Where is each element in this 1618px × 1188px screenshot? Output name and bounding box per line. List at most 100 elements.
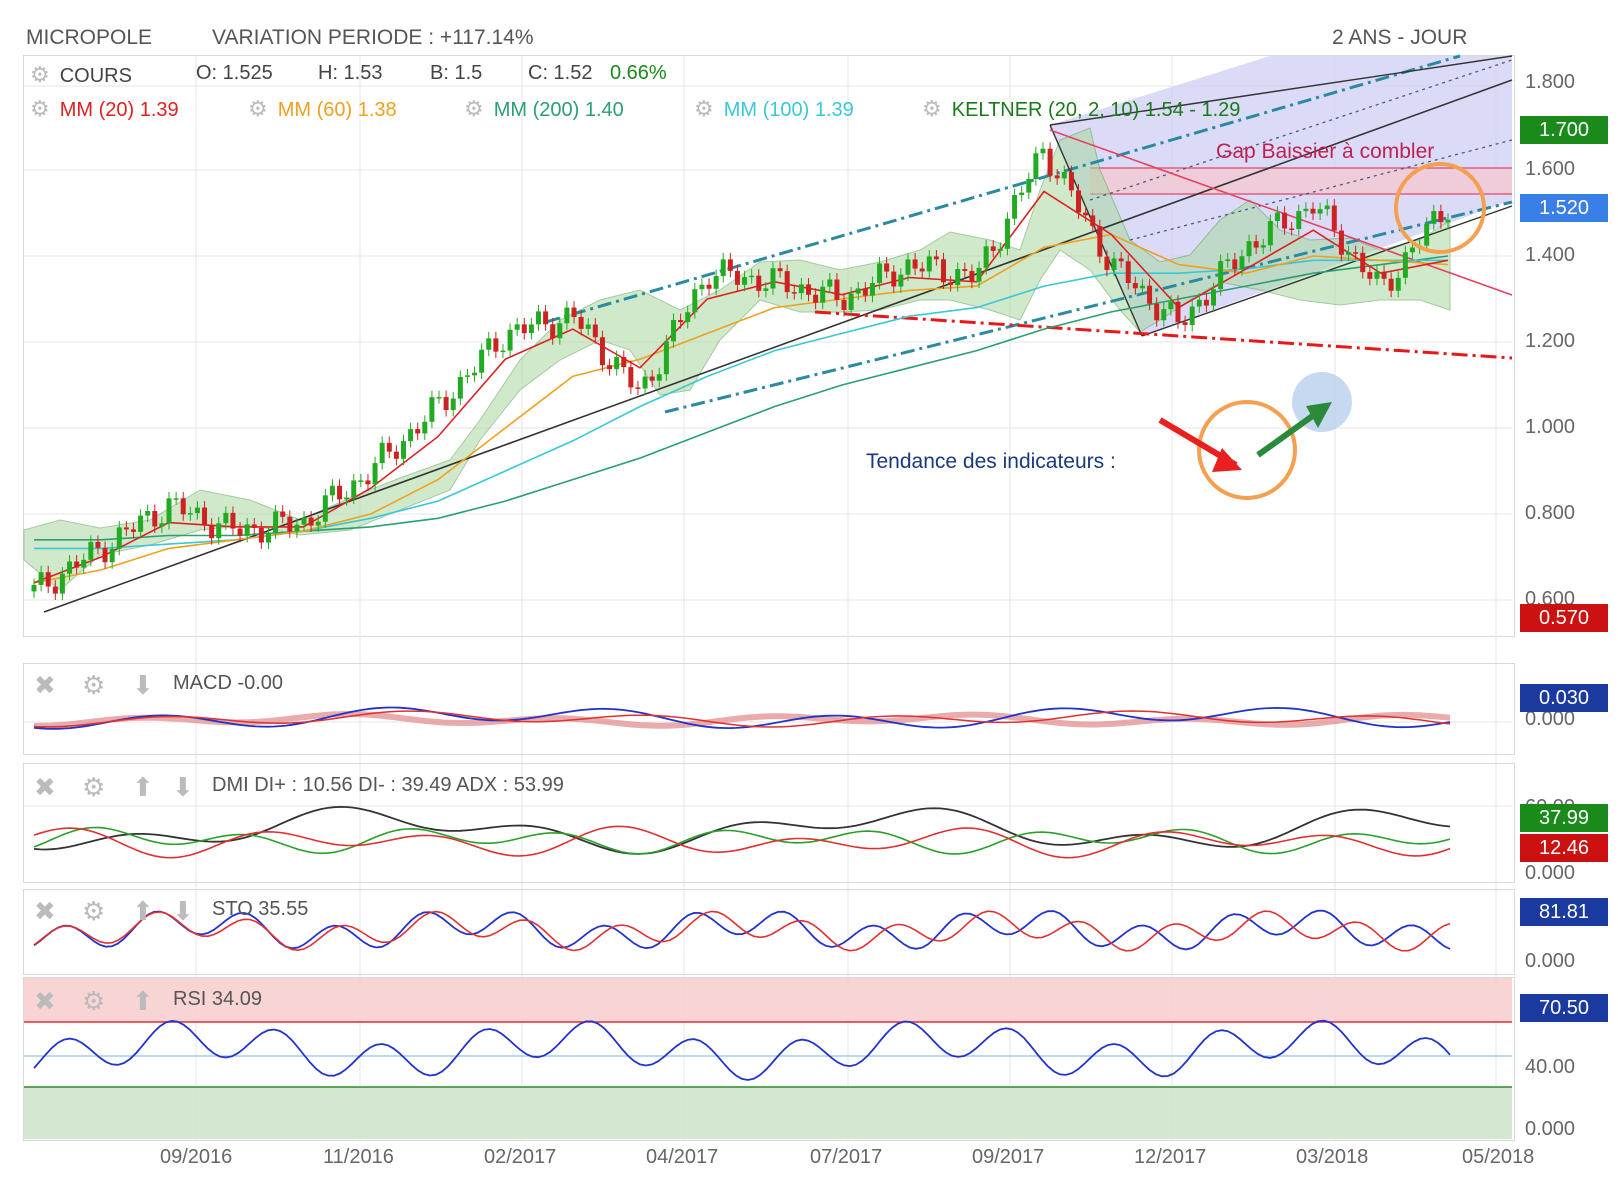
gear-icon[interactable]: ⚙ — [82, 670, 106, 700]
gap-annotation: Gap Baissier à combler — [1216, 140, 1435, 163]
candle-body — [1225, 259, 1231, 262]
candle-body — [450, 398, 456, 411]
candle-body — [720, 259, 726, 277]
candle-body — [1232, 259, 1238, 270]
gear-icon[interactable]: ⚙ — [82, 896, 106, 926]
y-tick-1400: 1.400 — [1525, 244, 1576, 266]
gear-icon[interactable]: ⚙ — [82, 986, 106, 1016]
gear-icon[interactable]: ⚙ — [464, 96, 484, 121]
rsi-tick-mid: 40.00 — [1525, 1056, 1576, 1078]
arrow-down-icon[interactable]: ⬇ — [172, 896, 194, 926]
candle-body — [607, 365, 613, 370]
candle-body — [209, 524, 215, 539]
candle-body — [194, 507, 200, 514]
candle-body — [990, 246, 996, 251]
dmi-content — [24, 805, 1512, 859]
candle-body — [493, 338, 499, 352]
y-tick-1800: 1.800 — [1525, 71, 1576, 93]
candle-body — [1267, 221, 1273, 246]
candle-body — [500, 350, 506, 353]
candle-body — [969, 270, 975, 282]
gear-icon[interactable]: ⚙ — [30, 62, 50, 87]
candle-body — [379, 442, 385, 464]
candle-body — [52, 586, 58, 594]
candle-body — [578, 317, 584, 329]
arrow-up-icon[interactable]: ⬆ — [132, 896, 154, 926]
candle-body — [557, 323, 563, 339]
close-icon[interactable]: ✖ — [34, 986, 56, 1016]
rsi-tick-bottom: 0.000 — [1525, 1118, 1576, 1140]
gear-icon[interactable]: ⚙ — [694, 96, 714, 121]
candle-body — [535, 311, 541, 325]
legend-high: H: 1.53 — [318, 62, 383, 84]
candle-body — [884, 263, 890, 272]
candle-body — [962, 269, 968, 271]
candle-body — [599, 337, 605, 366]
arrow-up-icon[interactable]: ⬆ — [132, 772, 154, 802]
candle-body — [663, 341, 669, 375]
candle-body — [1388, 278, 1394, 291]
candle-body — [1189, 306, 1195, 325]
candle-body — [1324, 205, 1330, 210]
candle-body — [1012, 195, 1018, 219]
candle-body — [187, 513, 193, 515]
gear-icon[interactable]: ⚙ — [922, 96, 942, 121]
candle-body — [344, 497, 350, 500]
candle-body — [1260, 245, 1266, 248]
gear-icon[interactable]: ⚙ — [82, 772, 106, 802]
candle-body — [1076, 190, 1082, 213]
candle-body — [429, 397, 435, 422]
candle-body — [784, 271, 790, 293]
candle-body — [834, 279, 840, 300]
candle-body — [216, 523, 222, 539]
red-resistance — [1049, 129, 1513, 296]
candle-body — [31, 584, 37, 592]
candle-body — [1004, 218, 1010, 249]
candle-body — [692, 289, 698, 313]
candle-body — [486, 338, 492, 350]
arrow-down-icon[interactable]: ⬇ — [132, 670, 154, 700]
candle-body — [585, 324, 591, 329]
candle-body — [1026, 178, 1032, 193]
candle-body — [95, 541, 101, 548]
price-candles — [31, 142, 1451, 601]
candle-body — [88, 541, 94, 560]
candle-body — [400, 441, 406, 459]
close-icon[interactable]: ✖ — [34, 670, 56, 700]
period-selector[interactable]: 2 ANS - JOUR — [1332, 26, 1468, 49]
candle-body — [74, 561, 80, 568]
candle-body — [734, 270, 740, 285]
candle-body — [628, 367, 634, 388]
candle-body — [308, 517, 314, 526]
channel-top — [545, 54, 1461, 324]
candle-body — [472, 372, 478, 376]
arrow-down-icon[interactable]: ⬇ — [172, 772, 194, 802]
macd-tick: 0.000 — [1525, 708, 1576, 730]
candle-body — [706, 284, 712, 289]
candle-body — [678, 320, 684, 323]
candle-body — [571, 307, 577, 318]
close-icon[interactable]: ✖ — [34, 772, 56, 802]
candle-body — [806, 284, 812, 295]
candle-body — [1090, 215, 1096, 227]
candle-body — [1438, 211, 1444, 223]
candle-body — [642, 376, 648, 389]
close-icon[interactable]: ✖ — [34, 896, 56, 926]
candle-body — [656, 374, 662, 381]
candle-body — [848, 293, 854, 310]
candle-body — [749, 275, 755, 278]
arrow-up-icon[interactable]: ⬆ — [132, 986, 154, 1016]
gear-icon[interactable]: ⚙ — [248, 96, 268, 121]
candle-body — [1445, 219, 1451, 223]
candle-body — [713, 276, 719, 289]
channel-black-1 — [1049, 55, 1513, 126]
candle-body — [521, 324, 527, 334]
candle-body — [1019, 192, 1025, 196]
candle-body — [1068, 172, 1074, 191]
candle-body — [564, 307, 570, 324]
candle-body — [1367, 272, 1373, 279]
candle-body — [933, 256, 939, 260]
gear-icon[interactable]: ⚙ — [30, 96, 50, 121]
candle-body — [393, 451, 399, 459]
candle-body — [1040, 148, 1046, 154]
